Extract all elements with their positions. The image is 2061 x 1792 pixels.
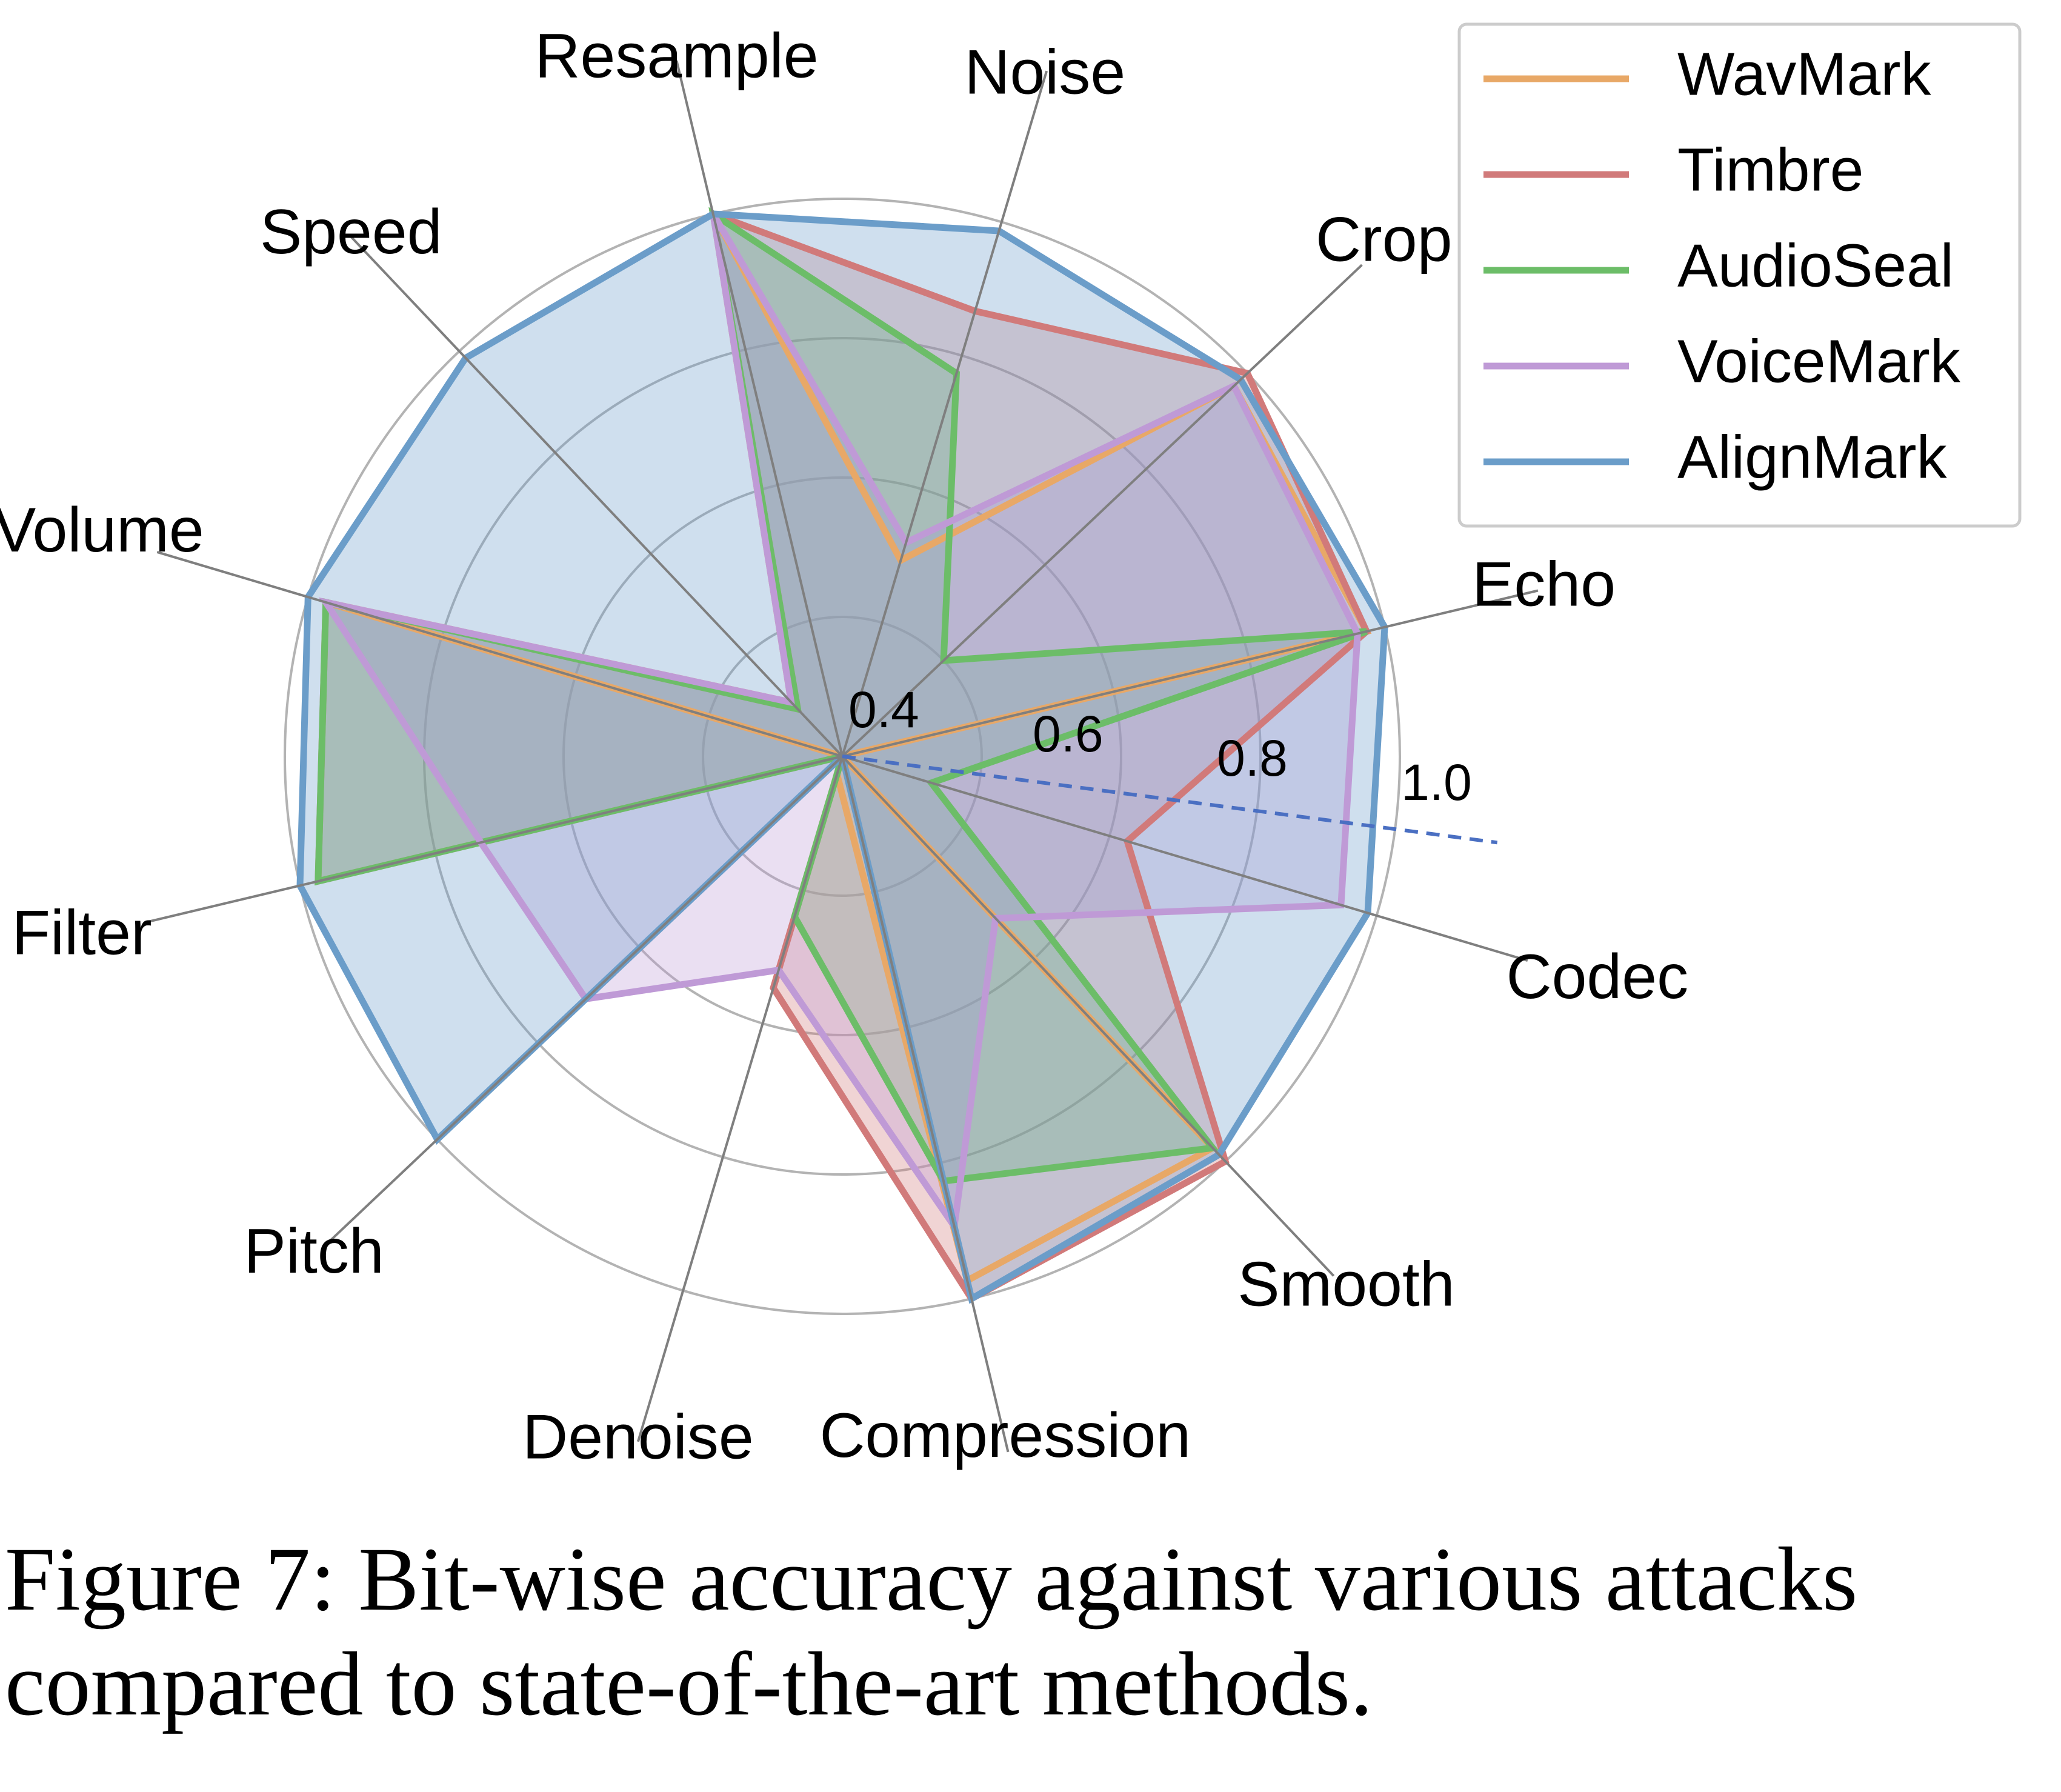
spoke-pitch xyxy=(322,755,844,1249)
axis-label-noise: Noise xyxy=(964,37,1125,107)
spoke-denoise xyxy=(636,756,844,1442)
legend-label-voicemark: VoiceMark xyxy=(1677,327,1961,395)
axis-label-filter: Filter xyxy=(12,898,152,968)
axis-label-compression: Compression xyxy=(819,1401,1191,1471)
radial-ticks: 0.4 0.6 0.8 1.0 xyxy=(842,681,1498,845)
legend-label-wavmark: WavMark xyxy=(1677,40,1932,108)
tick-label-0-8: 0.8 xyxy=(1217,730,1288,787)
series-area-voicemark xyxy=(325,214,1358,1227)
spoke-filter xyxy=(146,755,843,924)
legend-label-audioseal: AudioSeal xyxy=(1677,231,1954,299)
axis-label-pitch: Pitch xyxy=(244,1216,384,1287)
spoke-speed xyxy=(350,236,844,758)
series-area-audioseal xyxy=(318,214,1367,1181)
caption-line-1: Figure 7: Bit-wise accuracy against vari… xyxy=(5,1529,1858,1630)
axis-label-volume: Volume xyxy=(0,495,204,565)
legend-frame xyxy=(1457,22,2022,528)
spoke-echo xyxy=(842,589,1539,758)
grid-circle-1-0 xyxy=(284,198,1401,1315)
tick-label-1-0: 1.0 xyxy=(1401,754,1472,811)
grid-circle-0-6 xyxy=(562,476,1122,1036)
caption-line-2: compared to state-of-the-art methods. xyxy=(5,1633,1373,1734)
spoke-codec xyxy=(842,755,1528,962)
tick-label-0-6: 0.6 xyxy=(1033,705,1104,762)
spoke-crop xyxy=(841,264,1363,758)
spoke-compression xyxy=(841,756,1010,1453)
axis-labels: Echo Crop Noise Resample Speed Volume Filter Pi… xyxy=(0,21,1688,1473)
figure-caption: Figure 7: Bit-wise accuracy against vari… xyxy=(5,1527,2059,1736)
spoke-resample xyxy=(675,60,844,757)
axis-label-codec: Codec xyxy=(1506,942,1688,1012)
grid-circle-0-4 xyxy=(702,616,983,897)
radar-spokes xyxy=(146,60,1539,1453)
axis-label-resample: Resample xyxy=(534,21,818,92)
legend: WavMark Timbre AudioSeal VoiceMark AlignMark xyxy=(1457,22,2022,528)
spoke-noise xyxy=(841,70,1048,757)
legend-label-alignmark: AlignMark xyxy=(1677,423,1948,491)
axis-label-echo: Echo xyxy=(1472,550,1616,620)
axis-label-crop: Crop xyxy=(1316,204,1452,275)
radar-chart: Echo Crop Noise Resample Speed Volume Filter Pi… xyxy=(0,21,2022,1473)
spoke-volume xyxy=(156,550,843,758)
axis-label-denoise: Denoise xyxy=(522,1402,754,1472)
axis-label-smooth: Smooth xyxy=(1237,1250,1454,1320)
tick-label-0-4: 0.4 xyxy=(848,681,919,738)
radar-grid xyxy=(284,198,1401,1315)
axis-label-speed: Speed xyxy=(260,197,442,267)
legend-label-timbre: Timbre xyxy=(1677,136,1863,204)
radial-tick-axis xyxy=(842,754,1498,845)
spoke-smooth xyxy=(841,755,1335,1277)
